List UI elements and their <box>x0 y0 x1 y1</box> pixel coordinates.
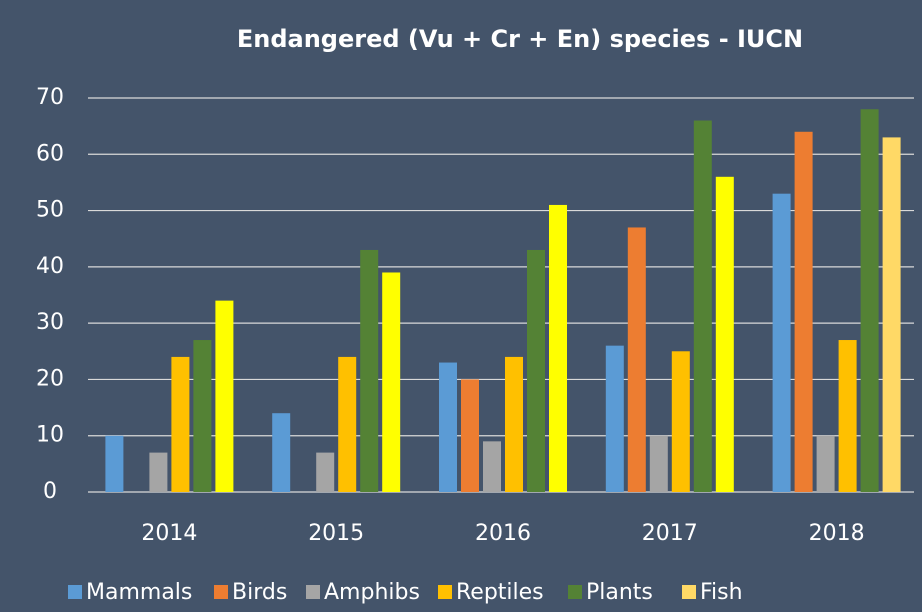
y-tick-label: 70 <box>36 85 64 110</box>
x-tick-label: 2015 <box>308 521 364 546</box>
bar <box>860 109 879 492</box>
y-tick-label: 50 <box>36 198 64 223</box>
bar <box>794 131 813 492</box>
y-tick-label: 10 <box>36 423 64 448</box>
legend-label: Amphibs <box>324 580 420 605</box>
legend-swatch <box>568 585 582 599</box>
bar <box>105 435 124 492</box>
bar <box>671 351 690 492</box>
bar <box>316 452 335 492</box>
y-tick-label: 0 <box>43 479 57 504</box>
bar <box>527 249 545 492</box>
y-tick-label: 60 <box>36 141 64 166</box>
x-tick-label: 2017 <box>642 521 698 546</box>
legend-label: Birds <box>232 580 287 605</box>
legend-swatch <box>68 585 82 599</box>
bar <box>338 356 357 492</box>
y-tick-label: 30 <box>36 310 64 335</box>
bar <box>627 227 646 492</box>
legend-label: Plants <box>586 580 653 605</box>
legend-label: Mammals <box>86 580 192 605</box>
legend-label: Fish <box>700 580 743 605</box>
bar <box>215 300 234 492</box>
legend-swatch <box>214 585 228 599</box>
legend-swatch <box>682 585 696 599</box>
bar <box>605 345 624 492</box>
bar <box>439 362 457 492</box>
bar <box>272 413 291 492</box>
bar <box>838 340 857 492</box>
bar <box>461 379 479 492</box>
bar <box>360 249 379 492</box>
legend-swatch <box>306 585 320 599</box>
x-tick-label: 2014 <box>141 521 197 546</box>
chart-title: Endangered (Vu + Cr + En) species - IUCN <box>237 25 803 53</box>
bar <box>171 356 190 492</box>
bar <box>149 452 168 492</box>
bar <box>649 435 668 492</box>
bar <box>382 272 401 492</box>
bar <box>816 435 835 492</box>
bar <box>193 340 212 492</box>
bar <box>772 193 791 492</box>
bar <box>882 137 901 492</box>
x-tick-label: 2018 <box>809 521 865 546</box>
bar <box>505 356 523 492</box>
y-tick-label: 40 <box>36 254 64 279</box>
x-tick-label: 2016 <box>475 521 531 546</box>
bar <box>483 441 501 492</box>
bar <box>549 204 567 492</box>
y-tick-label: 20 <box>36 366 64 391</box>
legend-swatch <box>438 585 452 599</box>
bar <box>693 120 712 492</box>
legend-label: Reptiles <box>456 580 544 605</box>
bar <box>715 176 734 493</box>
